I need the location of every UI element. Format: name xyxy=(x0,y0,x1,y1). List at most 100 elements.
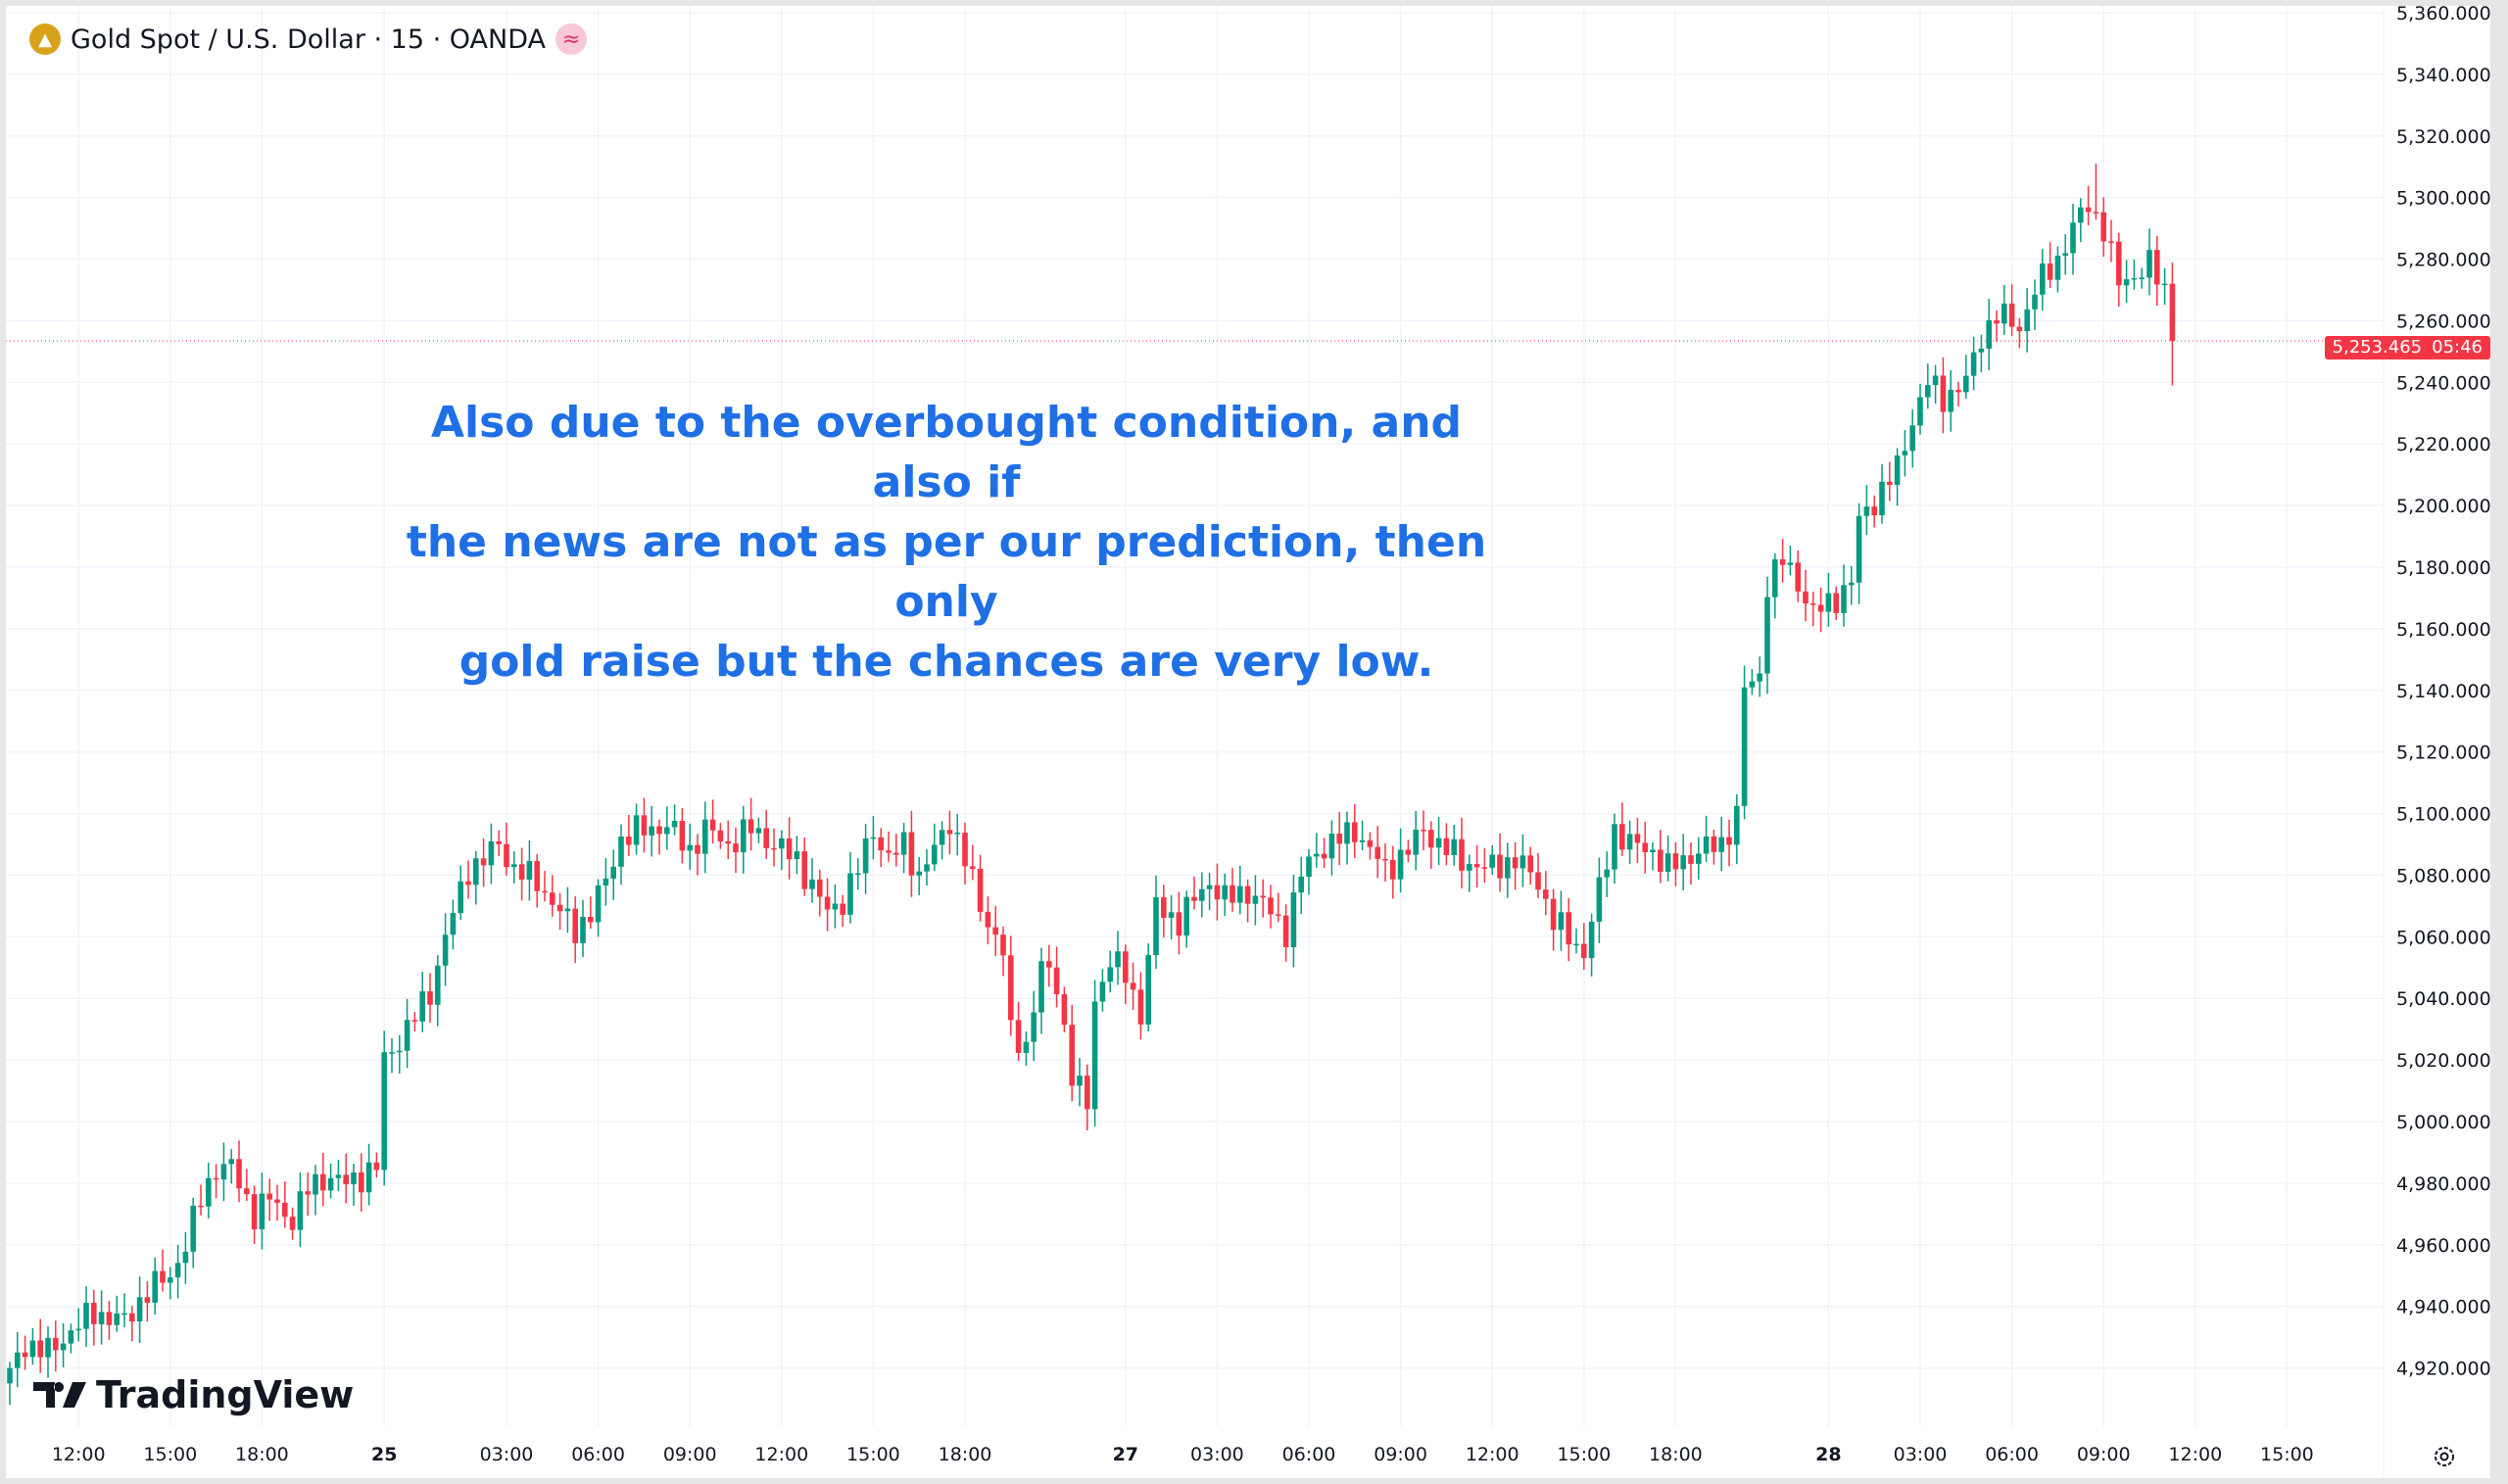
candlestick-chart[interactable]: 5,360.000 5,340.000 5,320.000 5,300.000 5,28… xyxy=(6,6,2494,1478)
candle xyxy=(160,1249,166,1292)
candle xyxy=(1153,875,1159,969)
candle-body xyxy=(213,1177,219,1180)
candle-body xyxy=(2169,283,2176,341)
candle-body xyxy=(359,1172,364,1193)
candle xyxy=(580,899,586,958)
candle-body xyxy=(664,827,670,835)
candle-body xyxy=(1390,859,1396,880)
candle xyxy=(1282,904,1289,962)
candle xyxy=(924,849,930,886)
candle xyxy=(419,972,425,1032)
candle xyxy=(458,865,463,921)
symbol-title: Gold Spot / U.S. Dollar · 15 · OANDA xyxy=(71,24,546,55)
candle-body xyxy=(1963,375,1969,393)
candle xyxy=(641,797,648,853)
candle xyxy=(2032,279,2038,330)
candle-body xyxy=(1183,896,1189,936)
candle xyxy=(1817,587,1824,633)
candle-body xyxy=(1604,869,1610,878)
candle-body xyxy=(564,908,571,912)
candle-body xyxy=(824,896,831,910)
tradingview-logo-icon xyxy=(33,1382,86,1408)
y-tick-label: 5,120.000 xyxy=(2396,742,2491,764)
candle-body xyxy=(136,1297,143,1322)
y-tick-label: 5,360.000 xyxy=(2396,6,2491,24)
candle xyxy=(1244,879,1251,923)
candle xyxy=(190,1197,196,1269)
candle xyxy=(2070,203,2076,275)
candle xyxy=(442,913,449,986)
candle xyxy=(1382,843,1388,882)
settings-gear-icon[interactable] xyxy=(2432,1444,2457,1469)
candle xyxy=(2062,234,2068,275)
candle xyxy=(1558,890,1565,951)
y-tick-label: 5,200.000 xyxy=(2396,496,2491,517)
candle xyxy=(1459,817,1465,889)
candle-body xyxy=(779,838,785,849)
candle xyxy=(2161,267,2168,306)
candle xyxy=(1779,539,1786,583)
candle-body xyxy=(588,916,594,923)
candle xyxy=(37,1318,43,1373)
tradingview-logo[interactable]: TradingView xyxy=(33,1373,354,1416)
candle-body xyxy=(29,1340,36,1358)
candle-body xyxy=(251,1194,258,1229)
candle xyxy=(1803,569,1809,622)
candle-body xyxy=(626,837,632,845)
candle-body xyxy=(1161,896,1167,918)
candle-body xyxy=(174,1263,181,1278)
candle-body xyxy=(741,819,747,853)
candle xyxy=(855,858,861,890)
x-tick-label: 06:00 xyxy=(1985,1444,2039,1465)
candle-body xyxy=(289,1217,296,1230)
y-tick-label: 5,100.000 xyxy=(2396,804,2491,826)
candle xyxy=(572,896,578,964)
candle xyxy=(946,810,953,855)
annotation-line: the news are not as per our prediction, … xyxy=(406,517,1487,627)
candle xyxy=(1443,823,1450,866)
y-tick-label: 5,240.000 xyxy=(2396,372,2491,394)
candle xyxy=(1871,495,1877,528)
candle xyxy=(381,1030,387,1186)
candle xyxy=(174,1244,181,1299)
candle xyxy=(1612,813,1617,885)
logo-text: TradingView xyxy=(96,1373,355,1416)
candle-body xyxy=(98,1312,105,1324)
candle xyxy=(542,871,548,902)
symbol-header[interactable]: ▲ Gold Spot / U.S. Dollar · 15 · OANDA ≈ xyxy=(29,24,587,55)
candle xyxy=(1107,950,1113,993)
candle xyxy=(717,823,724,849)
candle-body xyxy=(1764,597,1770,674)
candle xyxy=(1321,838,1327,869)
candle xyxy=(1887,461,1893,502)
candle-body xyxy=(924,864,930,872)
candle xyxy=(886,831,892,862)
candle-body xyxy=(1099,981,1106,1002)
x-tick-label: 28 xyxy=(1815,1444,1841,1465)
candle-body xyxy=(1658,849,1664,873)
candle xyxy=(1863,485,1870,535)
candle xyxy=(236,1140,242,1203)
candle xyxy=(1994,310,2000,342)
candle xyxy=(1489,845,1495,875)
candle-body xyxy=(1222,885,1228,900)
market-status-icon[interactable]: ≈ xyxy=(555,24,587,55)
candle xyxy=(916,856,922,895)
candle xyxy=(970,844,976,881)
candle xyxy=(1726,819,1732,867)
candle-body xyxy=(748,819,754,834)
candle-body xyxy=(1077,1076,1083,1086)
candle xyxy=(626,815,632,856)
candle-body xyxy=(2032,294,2038,310)
candle xyxy=(1191,876,1197,910)
candle-body xyxy=(1734,805,1740,845)
candle xyxy=(985,896,991,945)
candle-body xyxy=(1352,822,1358,842)
candle-body xyxy=(458,881,463,914)
candle-body xyxy=(1879,481,1885,515)
candle xyxy=(213,1164,219,1199)
candle-body xyxy=(1634,834,1641,843)
candle-body xyxy=(129,1313,135,1322)
candle xyxy=(1375,826,1380,879)
candle-body xyxy=(473,858,479,886)
